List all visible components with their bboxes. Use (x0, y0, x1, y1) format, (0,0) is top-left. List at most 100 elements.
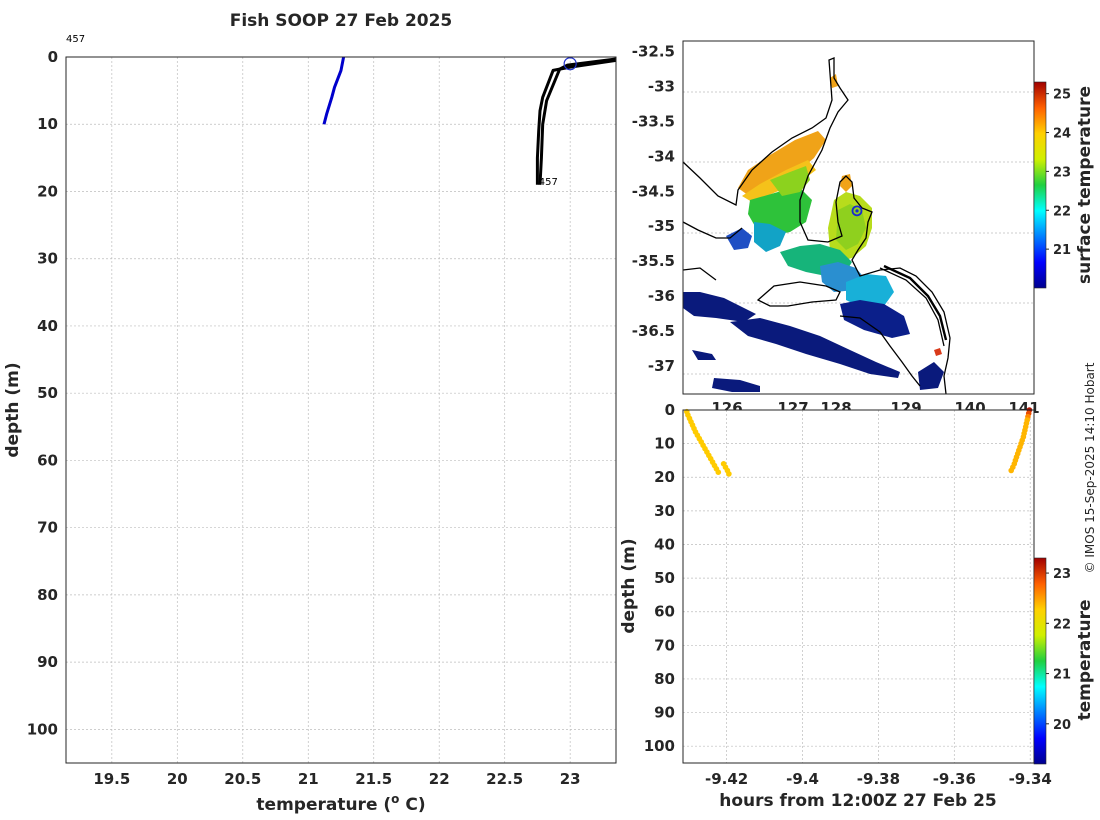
vessel-position-ring (851, 205, 863, 217)
profile-xtick-label: 20 (167, 770, 188, 788)
profile-ytick-label: 50 (37, 384, 58, 402)
profile-annotation: 457 (539, 177, 558, 188)
sst-patch-red (934, 348, 942, 356)
section-point (715, 469, 722, 476)
sst-field (683, 74, 944, 392)
sst-patch-cold-5 (918, 362, 944, 390)
profile-ytick-label: 30 (37, 250, 58, 268)
vessel-track (883, 264, 948, 341)
section-panel: -9.42 -9.4 -9.38 -9.36 -9.34 0 10 20 30 40 50 60 70 8… (619, 401, 1095, 811)
sst-patch-nw-tip (830, 74, 838, 88)
section-ytick-label: 90 (654, 704, 675, 722)
map-colorbar-tick-label: 25 (1053, 88, 1071, 103)
map-colorbar-tick-label: 22 (1053, 204, 1071, 219)
section-ytick-label: 20 (654, 468, 675, 486)
sst-patch-cold-3 (712, 378, 760, 392)
profile-ytick-label: 0 (48, 48, 58, 66)
profile-ylabel: depth (m) (3, 362, 23, 457)
section-xtick-label: -9.4 (786, 770, 819, 788)
profile-ytick-label: 70 (37, 519, 58, 537)
profile-xtick-label: 22 (429, 770, 450, 788)
section-xlabel: hours from 12:00Z 27 Feb 25 (719, 791, 997, 811)
sst-patch-east-cyan (846, 274, 894, 308)
section-ylabel: depth (m) (619, 538, 639, 633)
map-colorbar-tick-label: 24 (1053, 127, 1071, 142)
section-ytick-label: 0 (665, 401, 675, 419)
vessel-position-marker (851, 205, 863, 217)
section-colorbar-tick-label: 20 (1053, 718, 1071, 733)
profile-ytick-label: 100 (27, 720, 58, 738)
section-colorbar-tick-label: 22 (1053, 617, 1071, 632)
profile-panel: 457 457 19.5 20 20.5 21 21.5 22 22.5 23 0 10 20 30 40… (3, 34, 617, 815)
profile-xtick-label: 22.5 (486, 770, 523, 788)
sst-patch-blue-w (726, 228, 752, 250)
section-ytick-label: 70 (654, 636, 675, 654)
section-colorbar (1033, 557, 1047, 765)
section-xtick-label: -9.38 (857, 770, 900, 788)
profile-xtick-label: 19.5 (93, 770, 130, 788)
section-ticks: -9.42 -9.4 -9.38 -9.36 -9.34 0 10 20 30 40 50 60 70 8… (644, 401, 1052, 788)
section-ytick-label: 30 (654, 502, 675, 520)
profile-xlabel: temperature (o C) (256, 792, 425, 815)
profile-ytick-label: 10 (37, 115, 58, 133)
section-colorbar-tick-label: 21 (1053, 668, 1071, 683)
section-data (684, 407, 1033, 477)
section-xtick-label: -9.36 (933, 770, 976, 788)
map-ytick-label: -34.5 (632, 182, 675, 200)
profile-position-marker (563, 57, 577, 71)
sst-patch-warm-nw (738, 131, 826, 198)
map-ytick-label: -33 (648, 77, 675, 95)
section-plot-area (683, 410, 1034, 763)
profile-series-line (322, 56, 346, 125)
profile-ytick-label: 90 (37, 653, 58, 671)
map-ytick-label: -35 (648, 217, 675, 235)
map-ytick-label: -36 (648, 287, 675, 305)
sst-patch-mid-w2 (770, 166, 810, 196)
profile-plot-area (66, 57, 616, 763)
section-colorbar-tick-label: 23 (1053, 567, 1071, 582)
profile-xtick-label: 23 (560, 770, 581, 788)
section-point (726, 471, 732, 477)
profile-xtick-label: 21.5 (355, 770, 392, 788)
sst-patch-east-navy (840, 300, 910, 338)
map-ytick-label: -36.5 (632, 322, 675, 340)
map-colorbar-tick-label: 21 (1053, 243, 1071, 258)
profile-ytick-label: 80 (37, 586, 58, 604)
map-colorbar (1033, 81, 1047, 289)
section-ytick-label: 40 (654, 535, 675, 553)
profile-series-line (538, 57, 617, 185)
profile-series-line (535, 58, 617, 185)
map-colorbar-label: surface temperature (1075, 86, 1095, 284)
vessel-position-dot (855, 209, 859, 213)
coastline (682, 57, 951, 395)
sst-patch-cold-1 (683, 292, 756, 322)
section-colorbar-label: temperature (1075, 599, 1095, 720)
section-colorbar-ticks: 20 21 22 23 (1046, 567, 1071, 733)
sst-patch-cold-2 (730, 318, 900, 378)
profile-xtick-label: 21 (298, 770, 319, 788)
section-point (1008, 467, 1014, 474)
profile-ticks: 19.5 20 20.5 21 21.5 22 22.5 23 0 10 20 30 40 50 60 70 8… (27, 48, 581, 788)
profile-annotation: 457 (66, 34, 85, 45)
credit-text: © IMOS 15-Sep-2025 14:10 Hobart (1083, 362, 1097, 573)
figure-title: Fish SOOP 27 Feb 2025 (230, 11, 453, 31)
section-ytick-label: 50 (654, 569, 675, 587)
map-colorbar-ticks: 21 22 23 24 25 (1046, 88, 1071, 258)
profile-frame (65, 56, 617, 764)
map-grid-lines (683, 91, 1034, 375)
map-panel: -32.5 -33 -33.5 -34 -34.5 -35 -35.5 -36 -36.5 -37… (632, 40, 1095, 417)
profile-grid (66, 56, 616, 763)
section-ytick-label: 60 (654, 603, 675, 621)
profile-ytick-label: 60 (37, 451, 58, 469)
map-ytick-label: -35.5 (632, 252, 675, 270)
map-ytick-label: -34 (648, 147, 675, 165)
section-xtick-label: -9.34 (1009, 770, 1052, 788)
section-xtick-label: -9.42 (705, 770, 748, 788)
map-ytick-label: -37 (648, 357, 675, 375)
map-ytick-label: -32.5 (632, 42, 675, 60)
section-ytick-label: 10 (654, 435, 675, 453)
profile-xtick-label: 20.5 (224, 770, 261, 788)
section-grid (683, 409, 1034, 763)
section-ytick-label: 100 (644, 737, 675, 755)
